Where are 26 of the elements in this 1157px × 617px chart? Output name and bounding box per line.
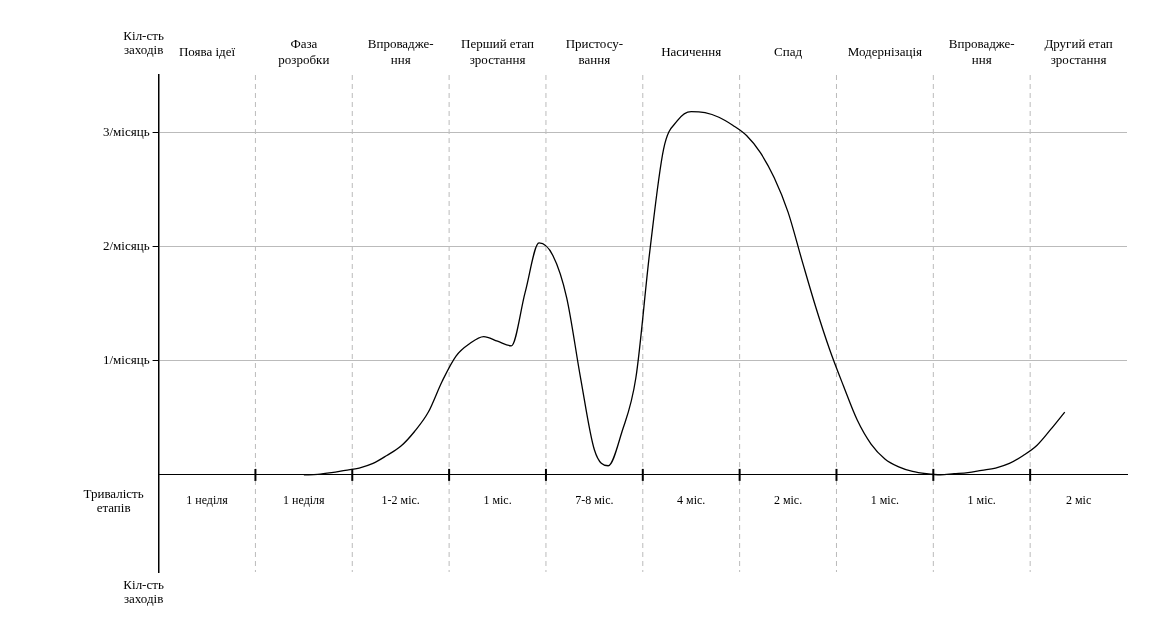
x-axis-title: Тривалість етапів bbox=[83, 486, 144, 516]
x-tick-label: 1 міс. bbox=[483, 493, 512, 508]
text: Насичення bbox=[661, 44, 722, 60]
y-axis-title: Кіл-сть заходів bbox=[123, 28, 164, 58]
text: Кіл-сть заходів bbox=[123, 577, 164, 607]
x-tick-label: 1 неділя bbox=[283, 493, 326, 508]
x-tick-label: 1-2 міс. bbox=[381, 493, 420, 508]
x-tick-label: 1 міс. bbox=[967, 493, 996, 508]
x-tick-label: 1 міс. bbox=[870, 493, 900, 508]
y-tick-label: 3/місяць bbox=[102, 123, 150, 139]
y-tick-label: 1/місяць bbox=[102, 352, 150, 368]
x-tick-label: 1 неділя bbox=[186, 493, 229, 508]
x-tick-label: 2 міс. bbox=[773, 493, 803, 508]
text: Поява ідеї bbox=[178, 44, 236, 60]
x-tick-label: 7-8 міс. bbox=[575, 493, 614, 508]
x-tick-label: 4 міс. bbox=[677, 493, 706, 508]
text: Впровадже- ння bbox=[367, 36, 434, 68]
y-tick-label: 2/місяць bbox=[102, 237, 150, 253]
text: Спад bbox=[774, 44, 803, 60]
text: Перший етап зростання bbox=[461, 36, 535, 68]
text: Другий етап зростання bbox=[1044, 36, 1113, 68]
text: Модернізація bbox=[847, 44, 923, 60]
text: Фаза розробки bbox=[278, 36, 330, 68]
x-tick-label: 2 міс bbox=[1065, 493, 1092, 508]
text: Пристосу- вання bbox=[565, 36, 624, 68]
text: Впровадже- ння bbox=[948, 36, 1015, 68]
